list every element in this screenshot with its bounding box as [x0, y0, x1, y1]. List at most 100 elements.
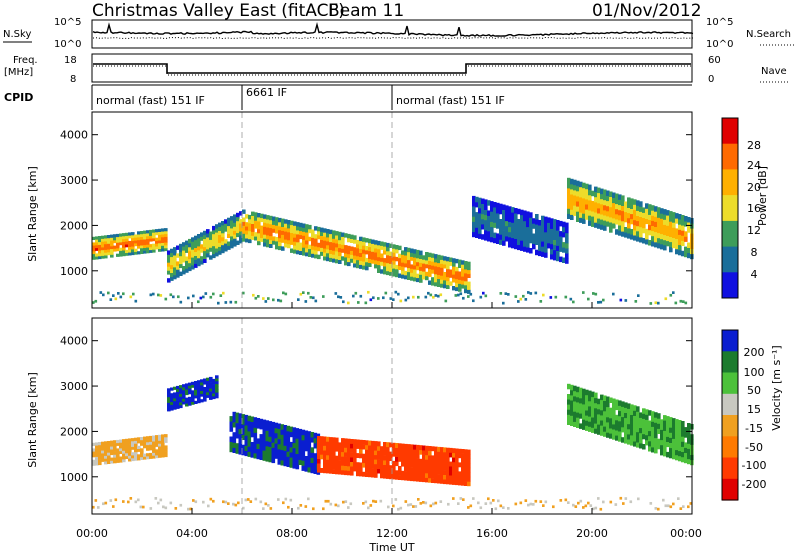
power-cell	[200, 256, 204, 261]
velocity-cell	[428, 477, 432, 483]
power-cell	[254, 232, 258, 237]
velocity-cell	[158, 437, 162, 441]
power-cell	[443, 272, 447, 277]
power-cell	[630, 203, 634, 209]
velocity-cell	[603, 395, 607, 401]
power-cell	[107, 240, 111, 244]
velocity-ground-scatter	[422, 501, 425, 504]
power-cell	[368, 262, 372, 267]
velocity-ground-scatter	[322, 507, 325, 511]
velocity-cell	[624, 438, 628, 444]
power-cell	[335, 239, 339, 244]
velocity-cell	[176, 405, 180, 409]
velocity-cell	[567, 383, 571, 390]
power-cell	[502, 214, 506, 221]
power-cell	[365, 238, 369, 243]
power-cell	[645, 218, 649, 225]
power-cell	[350, 246, 354, 251]
power-cell	[541, 231, 545, 237]
velocity-cell	[247, 420, 252, 427]
power-cell	[386, 262, 390, 268]
power-cell	[311, 229, 315, 234]
power-cell	[609, 227, 613, 233]
velocity-ground-scatter	[609, 500, 613, 504]
velocity-ground-scatter	[227, 502, 230, 505]
velocity-cell	[687, 453, 691, 460]
power-cell	[654, 221, 658, 227]
velocity-cell	[443, 456, 447, 462]
velocity-cell	[428, 446, 432, 451]
power-cell	[478, 218, 482, 224]
power-ground-scatter	[312, 296, 315, 300]
power-cell	[380, 257, 384, 262]
velocity-cell	[606, 401, 610, 408]
velocity-cell	[398, 452, 402, 458]
power-cell	[116, 253, 120, 257]
power-cell	[194, 263, 198, 268]
power-cell	[464, 284, 468, 290]
power-cell	[365, 261, 369, 267]
power-cell	[365, 257, 369, 263]
power-cell	[215, 244, 219, 249]
power-cell	[230, 224, 234, 229]
power-cell	[335, 247, 339, 252]
power-cell	[200, 248, 204, 253]
velocity-cell	[687, 428, 691, 434]
power-cell	[332, 250, 336, 255]
power-cell	[523, 236, 527, 242]
velocity-cell	[434, 451, 438, 456]
velocity-ground-scatter	[602, 500, 605, 504]
velocity-cell	[413, 476, 417, 482]
velocity-cell	[579, 392, 583, 399]
velocity-cell	[639, 443, 643, 449]
velocity-cell	[440, 474, 444, 480]
power-cell	[101, 247, 105, 251]
velocity-cell	[455, 453, 459, 458]
velocity-cell	[371, 463, 375, 469]
velocity-cell	[122, 450, 126, 454]
power-cell	[203, 242, 207, 248]
power-cell	[170, 256, 174, 262]
velocity-cell	[579, 408, 583, 414]
power-cell	[678, 219, 682, 225]
velocity-cell	[606, 422, 610, 428]
velocity-cell	[131, 446, 135, 450]
velocity-cell	[410, 444, 414, 450]
power-cell	[308, 252, 312, 257]
power-ground-scatter	[297, 298, 300, 301]
velocity-cell	[654, 427, 658, 433]
velocity-cell	[455, 471, 459, 477]
power-cell	[380, 253, 384, 258]
velocity-cell	[188, 399, 192, 403]
velocity-ground-scatter	[507, 507, 510, 510]
velocity-cell	[452, 480, 456, 485]
velocity-cell	[274, 422, 279, 429]
velocity-cell	[681, 431, 685, 437]
velocity-cell	[612, 398, 616, 404]
velocity-cell	[567, 394, 571, 400]
velocity-cell	[332, 441, 336, 447]
power-cell	[194, 259, 198, 264]
power-cell	[484, 235, 488, 241]
power-ground-scatter	[369, 298, 373, 302]
velocity-ground-scatter	[542, 504, 545, 507]
power-cb-tick-24: 24	[747, 159, 761, 172]
velocity-cell	[410, 458, 414, 463]
power-cell	[188, 250, 192, 256]
velocity-ground-scatter	[242, 506, 245, 510]
velocity-cell	[368, 467, 372, 473]
power-cell	[95, 253, 99, 257]
velocity-cell	[158, 449, 162, 453]
power-cell	[296, 245, 300, 251]
power-ground-scatter	[482, 291, 485, 295]
velocity-cell	[298, 459, 303, 465]
power-cell	[95, 239, 99, 243]
velocity-cell	[458, 471, 462, 477]
velocity-ground-scatter	[497, 499, 500, 503]
power-cell	[437, 270, 441, 275]
power-cell	[95, 244, 99, 249]
velocity-cell	[194, 383, 198, 387]
velocity-cell	[292, 452, 297, 459]
power-cell	[194, 255, 198, 260]
power-cell	[125, 252, 129, 256]
